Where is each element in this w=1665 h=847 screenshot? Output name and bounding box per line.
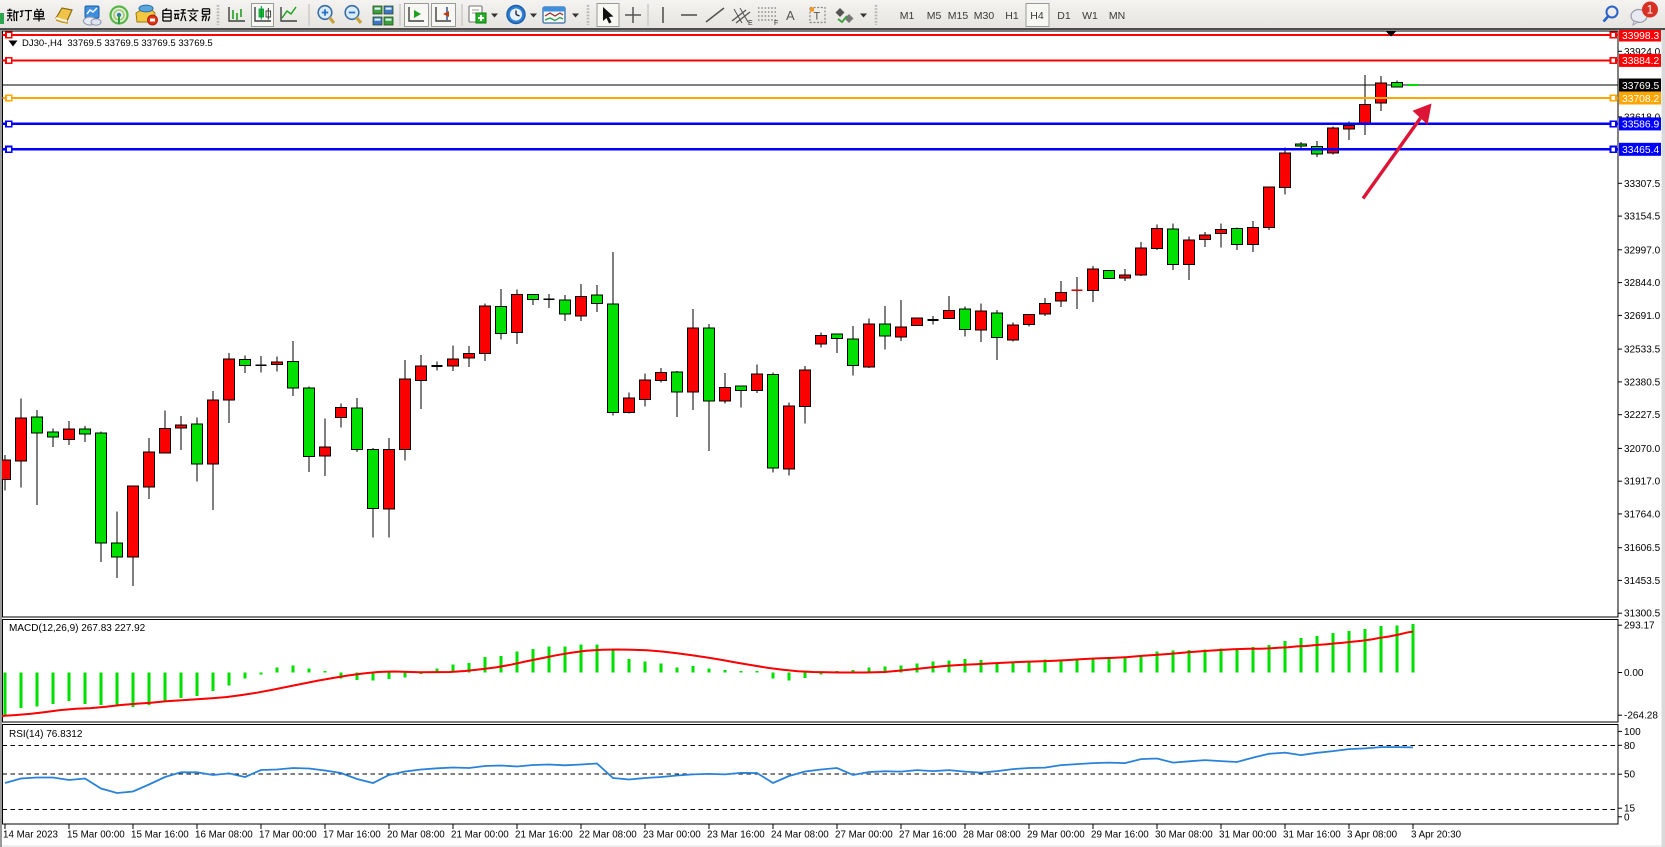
svg-text:MN: MN (1109, 10, 1125, 22)
svg-text:21 Mar 16:00: 21 Mar 16:00 (515, 830, 573, 841)
svg-text:33924.0: 33924.0 (1624, 47, 1661, 58)
svg-text:31 Mar 16:00: 31 Mar 16:00 (1283, 830, 1341, 841)
svg-text:32691.0: 32691.0 (1624, 311, 1661, 322)
svg-text:3 Apr 08:00: 3 Apr 08:00 (1347, 830, 1398, 841)
svg-text:DJ30-,H4 33769.5 33769.5 3376: DJ30-,H4 33769.5 33769.5 33769.5 33769.5 (22, 38, 213, 49)
svg-text:29 Mar 16:00: 29 Mar 16:00 (1091, 830, 1149, 841)
svg-text:W1: W1 (1082, 10, 1098, 22)
svg-text:M15: M15 (948, 10, 969, 22)
svg-text:22 Mar 08:00: 22 Mar 08:00 (579, 830, 637, 841)
svg-text:27 Mar 00:00: 27 Mar 00:00 (835, 830, 893, 841)
svg-text:M5: M5 (927, 10, 942, 22)
svg-text:-264.28: -264.28 (1624, 711, 1658, 722)
svg-text:17 Mar 00:00: 17 Mar 00:00 (259, 830, 317, 841)
svg-text:32227.5: 32227.5 (1624, 410, 1661, 421)
svg-text:27 Mar 16:00: 27 Mar 16:00 (899, 830, 957, 841)
svg-text:15 Mar 00:00: 15 Mar 00:00 (67, 830, 125, 841)
svg-text:H4: H4 (1030, 10, 1044, 22)
svg-text:F: F (774, 20, 778, 27)
svg-text:100: 100 (1624, 727, 1641, 738)
svg-text:15 Mar 16:00: 15 Mar 16:00 (131, 830, 189, 841)
svg-text:33884.2: 33884.2 (1622, 56, 1659, 67)
svg-text:RSI(14) 76.8312: RSI(14) 76.8312 (9, 729, 83, 740)
svg-text:32533.5: 32533.5 (1624, 345, 1661, 356)
svg-text:21 Mar 00:00: 21 Mar 00:00 (451, 830, 509, 841)
svg-text:14 Mar 2023: 14 Mar 2023 (3, 830, 59, 841)
svg-text:M1: M1 (900, 10, 915, 22)
svg-text:33708.2: 33708.2 (1622, 94, 1659, 105)
svg-text:32997.0: 32997.0 (1624, 245, 1661, 256)
svg-text:31 Mar 00:00: 31 Mar 00:00 (1219, 830, 1277, 841)
svg-text:M30: M30 (974, 10, 995, 22)
svg-text:16 Mar 08:00: 16 Mar 08:00 (195, 830, 253, 841)
svg-text:28 Mar 08:00: 28 Mar 08:00 (963, 830, 1021, 841)
svg-text:H1: H1 (1005, 10, 1019, 22)
svg-text:1: 1 (1647, 5, 1653, 17)
svg-text:17 Mar 16:00: 17 Mar 16:00 (323, 830, 381, 841)
svg-text:33769.5: 33769.5 (1622, 81, 1659, 92)
svg-text:30 Mar 08:00: 30 Mar 08:00 (1155, 830, 1213, 841)
svg-text:31917.0: 31917.0 (1624, 477, 1661, 488)
svg-text:29 Mar 00:00: 29 Mar 00:00 (1027, 830, 1085, 841)
svg-text:31764.0: 31764.0 (1624, 509, 1661, 520)
svg-text:33154.5: 33154.5 (1624, 212, 1661, 223)
svg-text:15: 15 (1624, 804, 1636, 815)
svg-text:31606.5: 31606.5 (1624, 543, 1661, 554)
svg-text:E: E (748, 20, 753, 27)
svg-text:MACD(12,26,9) 267.83 227.92: MACD(12,26,9) 267.83 227.92 (9, 623, 146, 634)
svg-text:0.00: 0.00 (1624, 668, 1644, 679)
svg-text:31453.5: 31453.5 (1624, 576, 1661, 587)
svg-text:3 Apr 20:30: 3 Apr 20:30 (1411, 830, 1462, 841)
svg-text:33586.9: 33586.9 (1622, 120, 1659, 131)
svg-text:20 Mar 08:00: 20 Mar 08:00 (387, 830, 445, 841)
svg-text:33307.5: 33307.5 (1624, 179, 1661, 190)
svg-text:293.17: 293.17 (1624, 621, 1655, 632)
svg-text:23 Mar 00:00: 23 Mar 00:00 (643, 830, 701, 841)
svg-text:33465.4: 33465.4 (1622, 145, 1659, 156)
svg-text:80: 80 (1624, 741, 1636, 752)
svg-text:32844.0: 32844.0 (1624, 278, 1661, 289)
svg-text:24 Mar 08:00: 24 Mar 08:00 (771, 830, 829, 841)
svg-text:0: 0 (1624, 812, 1630, 823)
svg-text:32070.0: 32070.0 (1624, 444, 1661, 455)
svg-text:50: 50 (1624, 770, 1636, 781)
svg-text:A: A (786, 8, 795, 23)
svg-text:31300.5: 31300.5 (1624, 609, 1661, 620)
svg-text:32380.5: 32380.5 (1624, 377, 1661, 388)
svg-text:23 Mar 16:00: 23 Mar 16:00 (707, 830, 765, 841)
svg-text:33998.3: 33998.3 (1622, 31, 1659, 42)
svg-text:D1: D1 (1057, 10, 1071, 22)
svg-text:T: T (814, 11, 821, 23)
